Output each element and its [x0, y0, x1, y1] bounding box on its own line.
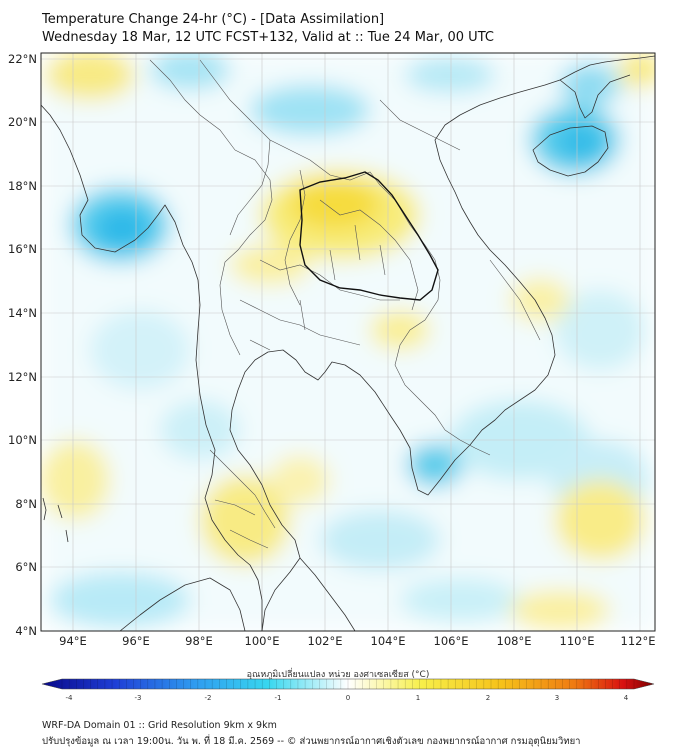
colorbar-tick: 4 — [624, 694, 629, 702]
colorbar-gradient — [41, 678, 655, 690]
lat-label: 16°N — [8, 242, 37, 256]
lat-label: 12°N — [8, 370, 37, 384]
coastlines — [41, 55, 655, 631]
boundaries — [149, 59, 541, 549]
latitude-labels: 22°N 20°N 18°N 16°N 14°N 12°N 10°N 8°N 6… — [8, 52, 37, 638]
map-gridlines — [41, 53, 655, 631]
temperature-change-map: 22°N 20°N 18°N 16°N 14°N 12°N 10°N 8°N 6… — [8, 52, 656, 648]
lat-label: 6°N — [15, 560, 37, 574]
lat-label: 20°N — [8, 115, 37, 129]
temperature-field — [41, 53, 655, 631]
colorbar-tick: 3 — [555, 694, 559, 702]
map-subtitle: Wednesday 18 Mar, 12 UTC FCST+132, Valid… — [42, 30, 494, 45]
map-frame — [40, 52, 656, 632]
colorbar-ticks: -4 -3 -2 -1 0 1 2 3 4 — [66, 694, 629, 702]
footer-model-info: WRF-DA Domain 01 :: Grid Resolution 9km … — [42, 720, 277, 731]
lat-label: 22°N — [8, 52, 37, 66]
lon-label: 108°E — [497, 634, 532, 648]
colorbar-tick: -1 — [275, 694, 282, 702]
colorbar-tick: 2 — [486, 694, 490, 702]
lat-label: 10°N — [8, 433, 37, 447]
colorbar-tick: 0 — [346, 694, 350, 702]
lon-label: 96°E — [122, 634, 150, 648]
lon-label: 94°E — [59, 634, 87, 648]
colorbar-tick: -3 — [135, 694, 142, 702]
colorbar-title: อุณหภูมิเปลี่ยนแปลง หน่วย องศาเซลเซียส (… — [246, 670, 430, 680]
lon-label: 102°E — [308, 634, 343, 648]
map-title: Temperature Change 24-hr (°C) - [Data As… — [42, 12, 385, 27]
lat-label: 8°N — [15, 497, 37, 511]
lon-label: 98°E — [185, 634, 213, 648]
lon-label: 110°E — [560, 634, 595, 648]
footer-credit: ปรับปรุงข้อมูล ณ เวลา 19:00น. วัน พ. ที่… — [42, 736, 581, 747]
colorbar-tick: 1 — [416, 694, 420, 702]
lon-label: 104°E — [371, 634, 406, 648]
lon-label: 106°E — [434, 634, 469, 648]
colorbar: -4 -3 -2 -1 0 1 2 3 4 — [41, 678, 655, 702]
colorbar-tick: -4 — [66, 694, 74, 702]
lon-label: 112°E — [621, 634, 656, 648]
lat-label: 18°N — [8, 179, 37, 193]
country-boundary-highlight — [299, 171, 439, 301]
colorbar-tick: -2 — [205, 694, 212, 702]
longitude-labels: 94°E 96°E 98°E 100°E 102°E 104°E 106°E 1… — [59, 634, 655, 648]
lat-label: 4°N — [15, 624, 37, 638]
lon-label: 100°E — [245, 634, 280, 648]
lat-label: 14°N — [8, 306, 37, 320]
